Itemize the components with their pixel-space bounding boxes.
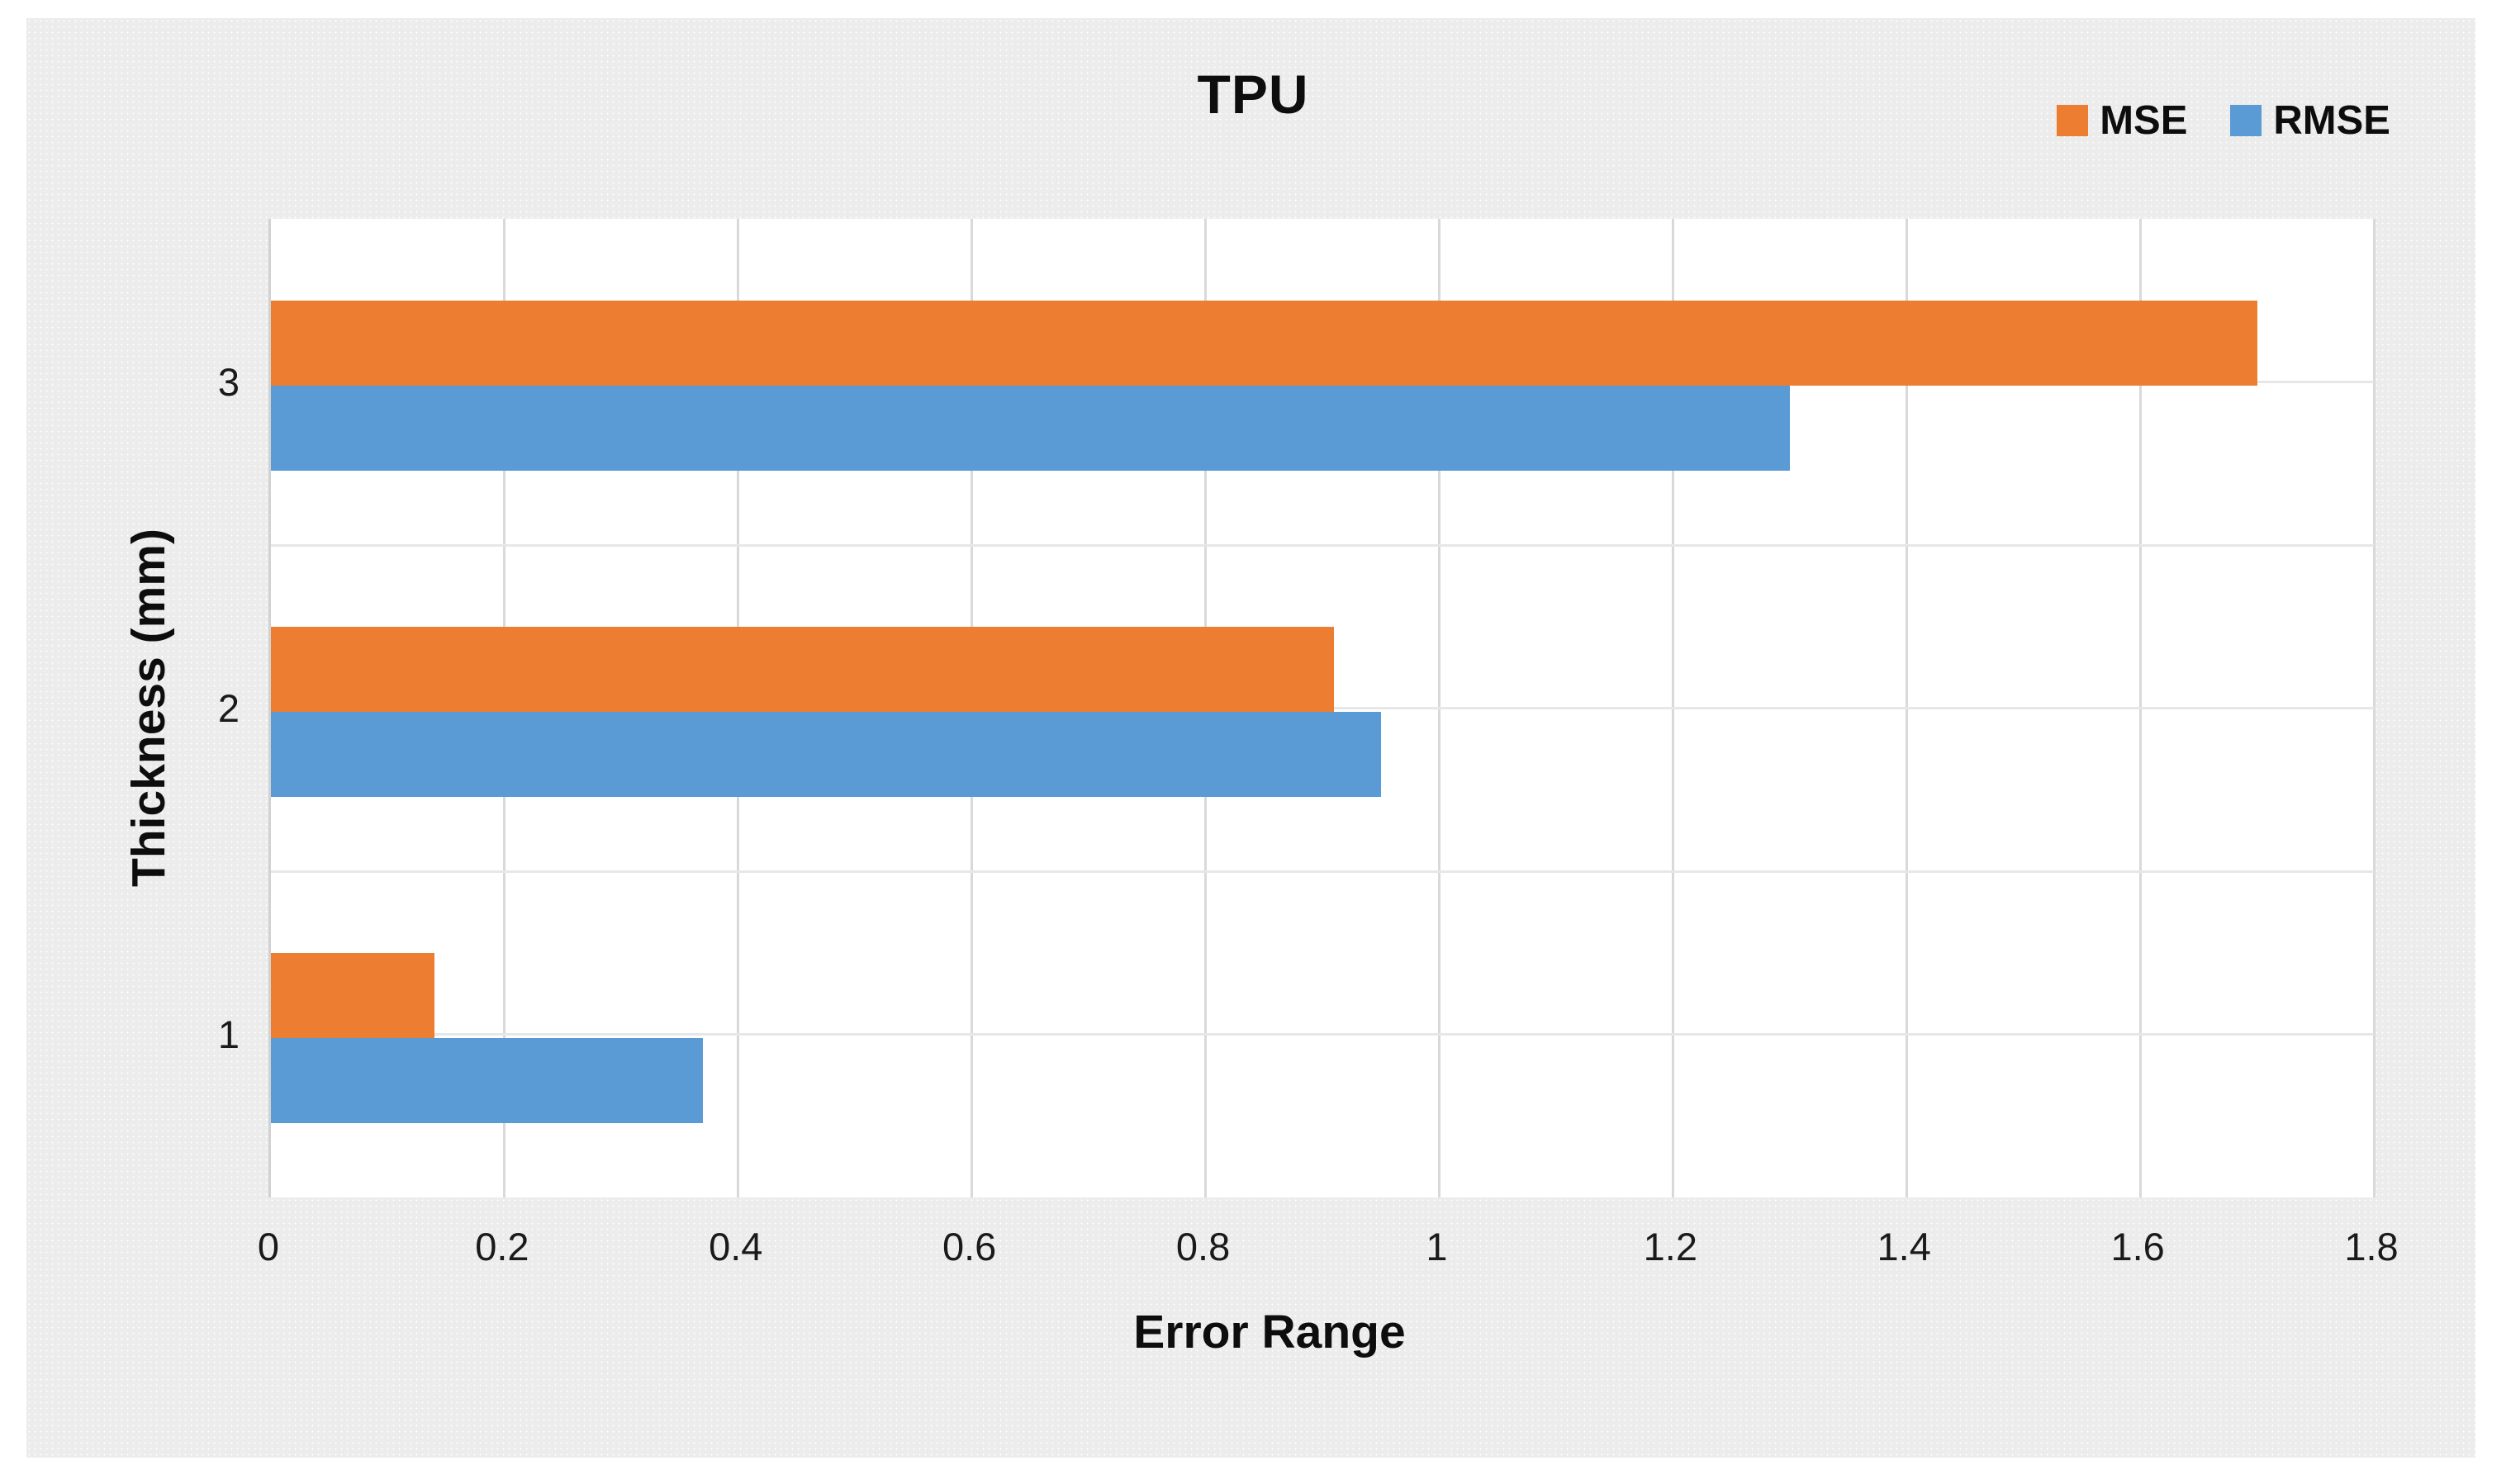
legend: MSE RMSE [2057,97,2390,144]
x-tick-label-0.2: 0.2 [475,1225,529,1268]
gridline-y-5 [271,1033,2374,1036]
legend-swatch-rmse [2230,105,2262,136]
bar-mse-thickness-1 [271,952,435,1038]
x-tick-label-0: 0 [257,1225,280,1268]
plot-area [268,219,2375,1197]
legend-label-rmse: RMSE [2273,98,2390,143]
x-tick-label-1.8: 1.8 [2344,1225,2399,1268]
legend-label-mse: MSE [2100,98,2188,143]
legend-item-mse: MSE [2057,97,2187,144]
y-tick-label-3: 3 [217,359,240,404]
legend-swatch-mse [2057,105,2089,136]
x-axis-title: Error Range [1133,1306,1406,1358]
x-tick-label-0.4: 0.4 [709,1225,763,1268]
bar-rmse-thickness-3 [271,385,1790,471]
x-tick-label-1.6: 1.6 [2110,1225,2165,1268]
y-tick-label-2: 2 [217,685,240,730]
bar-rmse-thickness-1 [271,1037,704,1123]
x-tick-label-0.8: 0.8 [1175,1225,1231,1268]
bar-rmse-thickness-2 [271,711,1381,797]
gridline-x-1.8 [2372,219,2375,1197]
x-tick-label-1.4: 1.4 [1877,1225,1931,1268]
y-tick-label-1: 1 [217,1012,240,1056]
bar-mse-thickness-2 [271,626,1335,712]
x-tick-label-1.2: 1.2 [1643,1225,1697,1268]
chart-title: TPU [1197,64,1309,125]
gridline-y-2 [271,543,2374,547]
x-tick-label-1: 1 [1426,1225,1448,1268]
legend-item-rmse: RMSE [2230,97,2390,144]
y-axis-title: Thickness (mm) [122,529,175,887]
gridline-y-4 [271,870,2374,873]
x-tick-label-0.6: 0.6 [942,1225,997,1268]
bar-mse-thickness-3 [271,300,2257,386]
